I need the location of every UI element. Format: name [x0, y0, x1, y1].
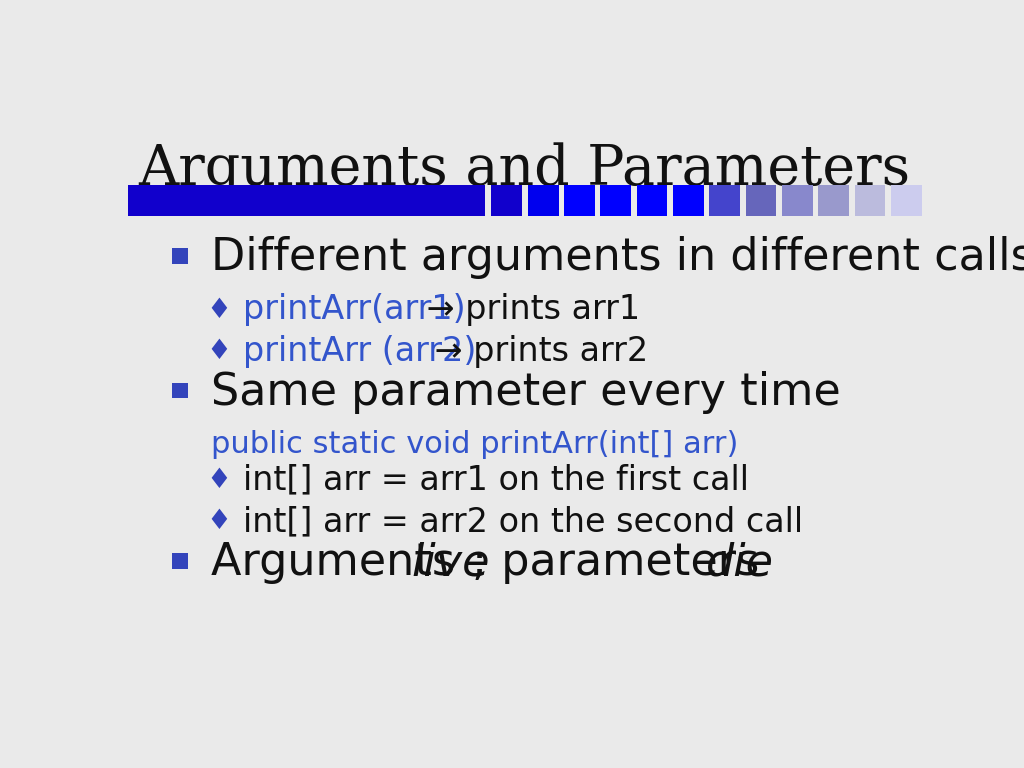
FancyBboxPatch shape [818, 185, 849, 216]
Text: printArr (arr2): printArr (arr2) [243, 335, 476, 368]
Text: Arguments: Arguments [211, 541, 469, 584]
FancyBboxPatch shape [782, 185, 813, 216]
Text: ; parameters: ; parameters [472, 541, 773, 584]
FancyBboxPatch shape [673, 185, 703, 216]
FancyBboxPatch shape [891, 185, 922, 216]
FancyBboxPatch shape [564, 185, 595, 216]
FancyBboxPatch shape [637, 185, 668, 216]
Text: Same parameter every time: Same parameter every time [211, 371, 841, 414]
FancyBboxPatch shape [172, 382, 187, 399]
FancyBboxPatch shape [855, 185, 886, 216]
FancyBboxPatch shape [710, 185, 740, 216]
Text: live: live [412, 541, 489, 584]
Text: printArr(arr1): printArr(arr1) [243, 293, 466, 326]
Text: int[] arr = arr1 on the first call: int[] arr = arr1 on the first call [243, 464, 750, 497]
Text: → prints arr2: → prints arr2 [424, 335, 648, 368]
Text: die: die [706, 541, 774, 584]
Text: ♦: ♦ [207, 508, 231, 535]
Text: public static void printArr(int[] arr): public static void printArr(int[] arr) [211, 430, 738, 459]
Text: Arguments and Parameters: Arguments and Parameters [138, 142, 911, 197]
Text: ♦: ♦ [207, 337, 231, 365]
Text: Different arguments in different calls: Different arguments in different calls [211, 237, 1024, 280]
FancyBboxPatch shape [600, 185, 631, 216]
Text: int[] arr = arr2 on the second call: int[] arr = arr2 on the second call [243, 505, 803, 538]
FancyBboxPatch shape [128, 185, 485, 216]
FancyBboxPatch shape [527, 185, 558, 216]
Text: ♦: ♦ [207, 466, 231, 494]
FancyBboxPatch shape [172, 553, 187, 569]
FancyBboxPatch shape [172, 248, 187, 263]
FancyBboxPatch shape [492, 185, 522, 216]
Text: ♦: ♦ [207, 296, 231, 324]
FancyBboxPatch shape [745, 185, 776, 216]
Text: → prints arr1: → prints arr1 [416, 293, 640, 326]
